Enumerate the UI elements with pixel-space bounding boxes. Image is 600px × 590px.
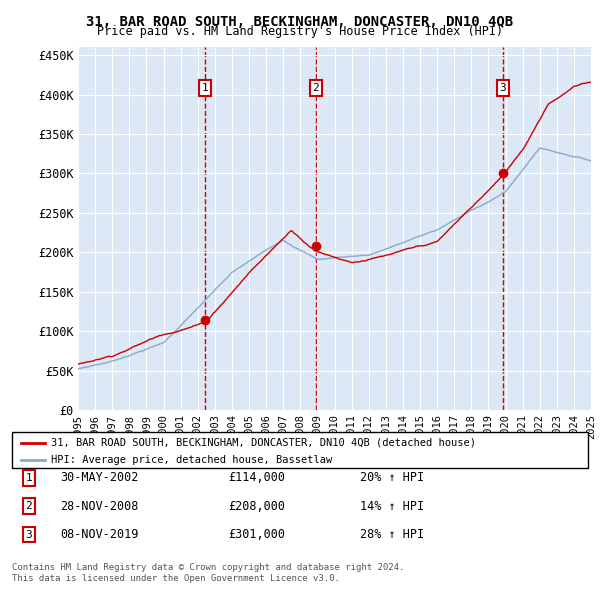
- Text: £114,000: £114,000: [228, 471, 285, 484]
- Text: 28% ↑ HPI: 28% ↑ HPI: [360, 528, 424, 541]
- Text: Contains HM Land Registry data © Crown copyright and database right 2024.: Contains HM Land Registry data © Crown c…: [12, 563, 404, 572]
- Text: 2: 2: [313, 83, 319, 93]
- Text: 3: 3: [500, 83, 506, 93]
- Text: 2: 2: [25, 502, 32, 511]
- Text: HPI: Average price, detached house, Bassetlaw: HPI: Average price, detached house, Bass…: [51, 455, 332, 464]
- Text: £301,000: £301,000: [228, 528, 285, 541]
- Text: 1: 1: [25, 473, 32, 483]
- Text: 1: 1: [202, 83, 208, 93]
- Text: 28-NOV-2008: 28-NOV-2008: [60, 500, 139, 513]
- Text: This data is licensed under the Open Government Licence v3.0.: This data is licensed under the Open Gov…: [12, 574, 340, 583]
- Text: 30-MAY-2002: 30-MAY-2002: [60, 471, 139, 484]
- Text: Price paid vs. HM Land Registry's House Price Index (HPI): Price paid vs. HM Land Registry's House …: [97, 25, 503, 38]
- Text: 31, BAR ROAD SOUTH, BECKINGHAM, DONCASTER, DN10 4QB (detached house): 31, BAR ROAD SOUTH, BECKINGHAM, DONCASTE…: [51, 438, 476, 447]
- Text: 14% ↑ HPI: 14% ↑ HPI: [360, 500, 424, 513]
- Text: 20% ↑ HPI: 20% ↑ HPI: [360, 471, 424, 484]
- Text: 3: 3: [25, 530, 32, 539]
- Text: 08-NOV-2019: 08-NOV-2019: [60, 528, 139, 541]
- Text: £208,000: £208,000: [228, 500, 285, 513]
- Text: 31, BAR ROAD SOUTH, BECKINGHAM, DONCASTER, DN10 4QB: 31, BAR ROAD SOUTH, BECKINGHAM, DONCASTE…: [86, 15, 514, 29]
